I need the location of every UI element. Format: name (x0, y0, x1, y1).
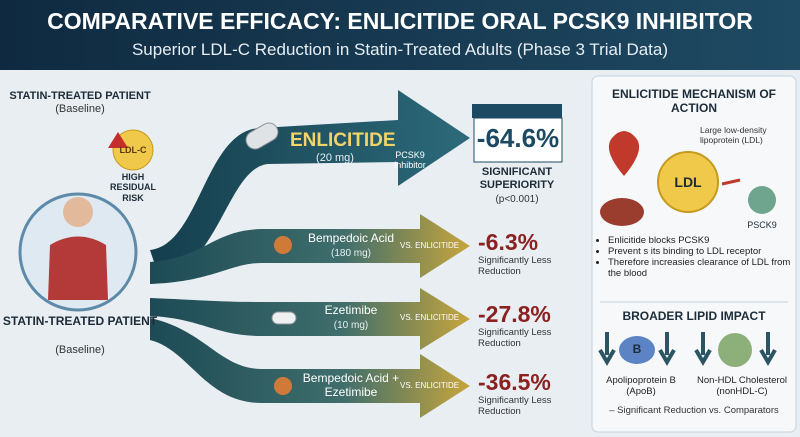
lipid-item: Apolipoprotein B (ApoB) (606, 375, 676, 397)
patient-sub: (Baseline) (55, 344, 105, 356)
liver-icon (600, 198, 644, 226)
lipid-title: BROADER LIPID IMPACT (622, 309, 766, 323)
vs-label: VS. ENLICITIDE (400, 381, 460, 390)
result-box (473, 117, 563, 163)
patient-label: STATIN-TREATED PATIENT (2, 314, 158, 328)
patient-label: STATIN-TREATED PATIENT (9, 90, 151, 102)
pcsk9-icon (748, 186, 776, 214)
comparator-name: Bempedoic Acid (307, 231, 395, 245)
title: COMPARATIVE EFFICACY: ENLICITIDE ORAL PC… (47, 8, 753, 34)
bullet: Enlicitide blocks PCSK9 (608, 235, 800, 247)
comparator-name: Ezetimibe (324, 303, 378, 317)
ldl-particle (657, 151, 719, 213)
patient-sub: (Baseline) (55, 103, 105, 115)
arrow-icon (721, 178, 741, 186)
down-icon (658, 332, 676, 366)
bullet: Therefore increasies clearance of LDL fr… (608, 257, 800, 280)
comparator-dose: (180 mg) (330, 248, 371, 259)
pill-icon (271, 311, 297, 325)
bullet: Prevent s its binding to LDL receptor (608, 246, 800, 258)
mechanism-title: ENLICITIDE MECHANISM OF ACTION (612, 87, 776, 115)
comparator-result: -27.8% (478, 301, 551, 327)
footnote: – Significant Reduction vs. Comparators (609, 405, 779, 416)
pill-icon (274, 377, 292, 395)
comparator-result: -6.3% (478, 229, 539, 255)
drug-target: PCSK9 inhibitor (394, 150, 426, 171)
comparator-name: Bempedoic Acid + Ezetimibe (302, 371, 400, 399)
pill-icon (245, 122, 279, 150)
down-icon (759, 332, 777, 366)
arrow (150, 214, 470, 284)
callout: Large low-density lipoprotein (LDL) (700, 125, 767, 145)
result-bar (472, 104, 562, 118)
comparator-result: -36.5% (478, 369, 551, 395)
patient-body (48, 236, 108, 300)
main-result: -64.6% (476, 123, 560, 153)
comparator-note: Significantly Less Reduction (478, 395, 552, 417)
down-icon (694, 332, 712, 366)
header-bg (0, 0, 800, 70)
pcsk9-label: PSCK9 (747, 220, 777, 230)
arrow (150, 288, 470, 350)
p-value: (p<0.001) (495, 194, 539, 205)
drug-dose: (20 mg) (316, 152, 354, 164)
apob-icon-label: B (632, 342, 642, 356)
warning-icon (108, 132, 128, 148)
vs-label: VS. ENLICITIDE (400, 313, 460, 322)
down-icon (598, 332, 616, 366)
heart-icon (608, 131, 640, 176)
drug-name: ENLICITIDE (290, 130, 396, 151)
verdict: SIGNIFICANT SUPERIORITY (479, 166, 555, 191)
patient-head (63, 197, 93, 227)
bullets: Enlicitide blocks PCSK9Prevent s its bin… (596, 235, 800, 280)
comparator-dose: (10 mg) (333, 320, 369, 331)
nonhdl-icon (718, 333, 752, 367)
comparator-note: Significantly Less Reduction (478, 327, 552, 349)
subtitle: Superior LDL-C Reduction in Statin-Treat… (131, 40, 669, 59)
main-arrow (150, 90, 470, 280)
vs-label: VS. ENLICITIDE (400, 241, 460, 250)
lipid-item: Non-HDL Cholesterol (nonHDL-C) (697, 375, 787, 397)
ldl-label: LDL (674, 174, 702, 190)
arrow (150, 318, 470, 418)
apob-icon (619, 336, 655, 364)
risk-label: HIGH RESIDUAL RISK (109, 172, 156, 203)
pill-icon (274, 236, 292, 254)
badge: LDL-C (119, 145, 147, 155)
comparator-note: Significantly Less Reduction (478, 255, 552, 277)
